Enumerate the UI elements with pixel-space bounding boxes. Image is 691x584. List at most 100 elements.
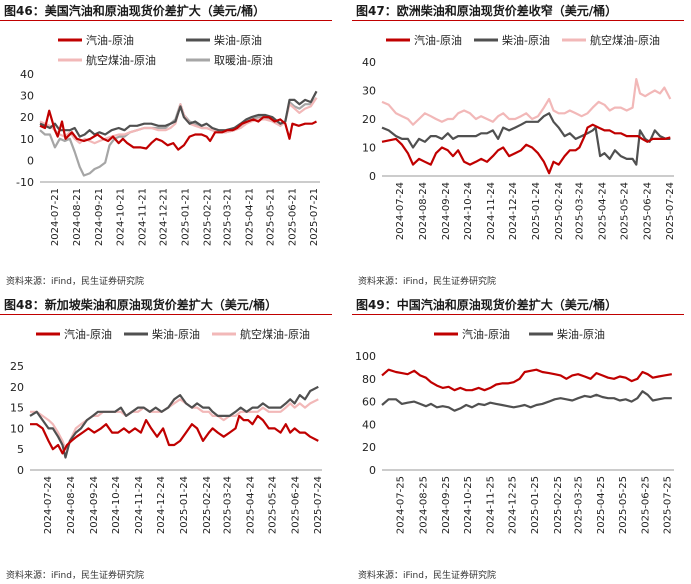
y-tick-label: 30: [362, 85, 376, 98]
legend-label: 柴油-原油: [557, 327, 605, 341]
legend-item: 汽油-原油: [386, 33, 462, 47]
x-tick: 2025-03-25: [573, 476, 584, 534]
x-tick-label: 2025-06-24: [643, 182, 654, 240]
y-tick-label: 40: [20, 68, 34, 81]
x-tick: 2024-08-25: [418, 476, 429, 534]
x-tick-label: 2025-04-25: [596, 476, 607, 534]
legend-item: 柴油-原油: [186, 33, 262, 47]
line-chart-singapore-spreads: 0 5 10 15 20 25 2024-07-24 2024-08-24 2024-09-24…: [10, 327, 324, 534]
y-tick-label: 25: [10, 360, 24, 373]
series-line-diesel: [381, 112, 671, 166]
x-tick: 2025-06-25: [641, 476, 652, 534]
x-tick: 2025-01-21: [181, 188, 192, 246]
x-tick: 2024-07-24: [395, 182, 406, 240]
x-tick: 2025-01-25: [530, 476, 541, 534]
y-tick-label: 20: [362, 113, 376, 126]
x-tick-label: 2025-05-21: [266, 188, 277, 246]
x-tick-label: 2024-07-24: [43, 476, 54, 534]
line-chart-us-spreads: -10 0 10 20 30 40 2024-07-21 2024-08-21 2024-09-…: [16, 33, 320, 246]
x-tick: 2024-12-24: [508, 182, 519, 240]
y-tick-label: 20: [20, 111, 34, 124]
x-tick: 2024-10-24: [111, 476, 122, 534]
x-tick: 2025-04-24: [246, 476, 257, 534]
y-tick-label: 0: [369, 170, 376, 183]
series-line-diesel: [381, 390, 672, 412]
legend-item: 航空煤油-原油: [58, 53, 156, 67]
legend-label: 柴油-原油: [214, 33, 262, 47]
x-tick: 2024-11-25: [486, 476, 497, 534]
x-tick-label: 2025-07-24: [665, 182, 676, 240]
x-tick-label: 2025-01-24: [531, 182, 542, 240]
legend-label: 柴油-原油: [152, 327, 200, 341]
y-tick-label: 10: [362, 142, 376, 155]
chart-panel-48: 图48：新加坡柴油和原油现货价差扩大（美元/桶） 0 5 10 15 20 25 2024-…: [0, 294, 340, 584]
x-tick-label: 2024-10-24: [111, 476, 122, 534]
x-tick: 2024-09-25: [441, 476, 452, 534]
x-tick-label: 2025-05-24: [620, 182, 631, 240]
x-tick: 2024-08-24: [418, 182, 429, 240]
x-tick-label: 2024-11-24: [134, 476, 145, 534]
legend-label: 汽油-原油: [86, 33, 134, 47]
y-tick-label: 15: [10, 402, 24, 415]
x-tick-label: 2025-07-24: [313, 476, 324, 534]
x-tick: 2024-12-24: [156, 476, 167, 534]
x-tick: 2024-12-25: [508, 476, 519, 534]
x-tick: 2024-09-21: [94, 188, 105, 246]
chart-panel-49: 图49：中国汽油和原油现货价差扩大（美元/桶） 0 20 40 60 80 100 2024…: [352, 294, 691, 584]
y-tick-label: 80: [362, 373, 376, 386]
y-tick-label: -10: [16, 176, 34, 189]
y-tick-label: 20: [362, 441, 376, 454]
x-tick-label: 2024-07-21: [50, 188, 61, 246]
x-tick: 2025-06-24: [643, 182, 654, 240]
x-tick-label: 2024-09-24: [441, 182, 452, 240]
x-tick-label: 2025-04-21: [244, 188, 255, 246]
x-tick: 2024-11-21: [137, 188, 148, 246]
chart-panel-46: 图46：美国汽油和原油现货价差扩大（美元/桶） -10 0 10 20 30 40 2024…: [0, 0, 340, 290]
title-rule: [352, 314, 684, 315]
x-tick: 2025-02-24: [202, 476, 213, 534]
source-note: 资料来源：iFind，民生证券研究院: [358, 571, 496, 581]
legend-item: 汽油-原油: [36, 327, 112, 341]
x-tick-label: 2025-06-21: [288, 188, 299, 246]
series-line-gasoline: [39, 109, 318, 151]
chart-title: 图49：中国汽油和原油现货价差扩大（美元/桶）: [356, 298, 618, 312]
x-tick: 2024-07-21: [50, 188, 61, 246]
legend-label: 汽油-原油: [64, 327, 112, 341]
line-chart-europe-spreads: 0 10 20 30 40 2024-07-24 2024-08-24 2024-09-24 2…: [362, 33, 676, 240]
x-tick-label: 2024-10-24: [463, 182, 474, 240]
x-tick-label: 2025-01-21: [181, 188, 192, 246]
x-tick: 2025-07-24: [313, 476, 324, 534]
legend-label: 航空煤油-原油: [240, 327, 310, 341]
x-tick-label: 2024-08-24: [66, 476, 77, 534]
legend-label: 汽油-原油: [462, 327, 510, 341]
series-line-gasoline: [30, 414, 319, 455]
x-tick-label: 2025-02-24: [554, 182, 565, 240]
x-tick: 2024-10-25: [463, 476, 474, 534]
y-tick-label: 10: [10, 422, 24, 435]
x-tick: 2025-04-21: [244, 188, 255, 246]
x-tick-label: 2025-03-24: [223, 476, 234, 534]
x-tick-label: 2025-07-21: [309, 188, 320, 246]
legend-item: 柴油-原油: [529, 327, 605, 341]
y-tick-label: 0: [17, 464, 24, 477]
x-tick-label: 2025-05-25: [618, 476, 629, 534]
x-tick: 2025-07-25: [663, 476, 674, 534]
series-line-diesel: [39, 90, 318, 138]
x-tick-label: 2025-04-24: [598, 182, 609, 240]
x-tick-label: 2024-08-24: [418, 182, 429, 240]
x-tick: 2024-08-24: [66, 476, 77, 534]
legend-label: 汽油-原油: [414, 33, 462, 47]
x-tick: 2025-05-25: [618, 476, 629, 534]
x-tick: 2024-08-21: [72, 188, 83, 246]
series-line-jet: [39, 97, 318, 145]
x-tick-label: 2025-03-25: [573, 476, 584, 534]
x-tick: 2025-07-24: [665, 182, 676, 240]
x-tick: 2025-05-21: [266, 188, 277, 246]
legend-item: 取暖油-原油: [186, 53, 273, 67]
source-note: 资料来源：iFind，民生证券研究院: [6, 277, 144, 287]
x-tick-label: 2024-07-24: [395, 182, 406, 240]
x-tick: 2024-09-24: [441, 182, 452, 240]
series-line-diesel: [29, 385, 319, 459]
x-tick-label: 2024-09-24: [89, 476, 100, 534]
x-tick-label: 2024-08-25: [418, 476, 429, 534]
